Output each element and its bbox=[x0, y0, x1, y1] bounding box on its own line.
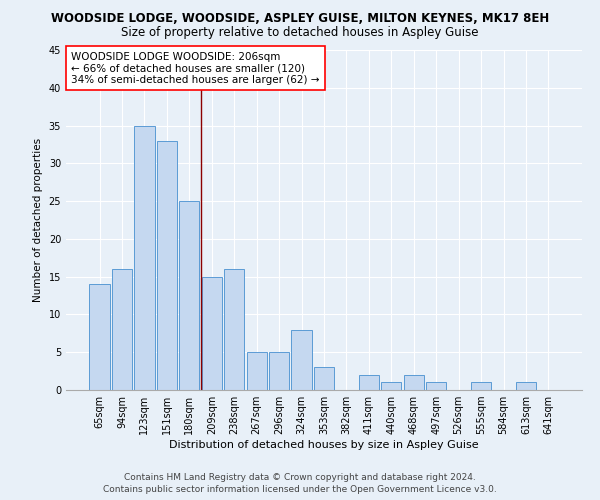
Bar bbox=[112, 269, 132, 390]
Text: Contains HM Land Registry data © Crown copyright and database right 2024.
Contai: Contains HM Land Registry data © Crown c… bbox=[103, 472, 497, 494]
Bar bbox=[426, 382, 446, 390]
Bar bbox=[359, 375, 379, 390]
Bar bbox=[516, 382, 536, 390]
Bar bbox=[247, 352, 267, 390]
Bar bbox=[224, 269, 244, 390]
Text: Size of property relative to detached houses in Aspley Guise: Size of property relative to detached ho… bbox=[121, 26, 479, 39]
Bar bbox=[292, 330, 311, 390]
Bar bbox=[381, 382, 401, 390]
Y-axis label: Number of detached properties: Number of detached properties bbox=[33, 138, 43, 302]
Bar bbox=[471, 382, 491, 390]
Bar bbox=[134, 126, 155, 390]
Bar bbox=[89, 284, 110, 390]
Bar bbox=[404, 375, 424, 390]
Text: WOODSIDE LODGE, WOODSIDE, ASPLEY GUISE, MILTON KEYNES, MK17 8EH: WOODSIDE LODGE, WOODSIDE, ASPLEY GUISE, … bbox=[51, 12, 549, 26]
Bar bbox=[314, 368, 334, 390]
Text: WOODSIDE LODGE WOODSIDE: 206sqm
← 66% of detached houses are smaller (120)
34% o: WOODSIDE LODGE WOODSIDE: 206sqm ← 66% of… bbox=[71, 52, 320, 85]
X-axis label: Distribution of detached houses by size in Aspley Guise: Distribution of detached houses by size … bbox=[169, 440, 479, 450]
Bar bbox=[269, 352, 289, 390]
Bar bbox=[157, 140, 177, 390]
Bar bbox=[202, 276, 222, 390]
Bar bbox=[179, 201, 199, 390]
